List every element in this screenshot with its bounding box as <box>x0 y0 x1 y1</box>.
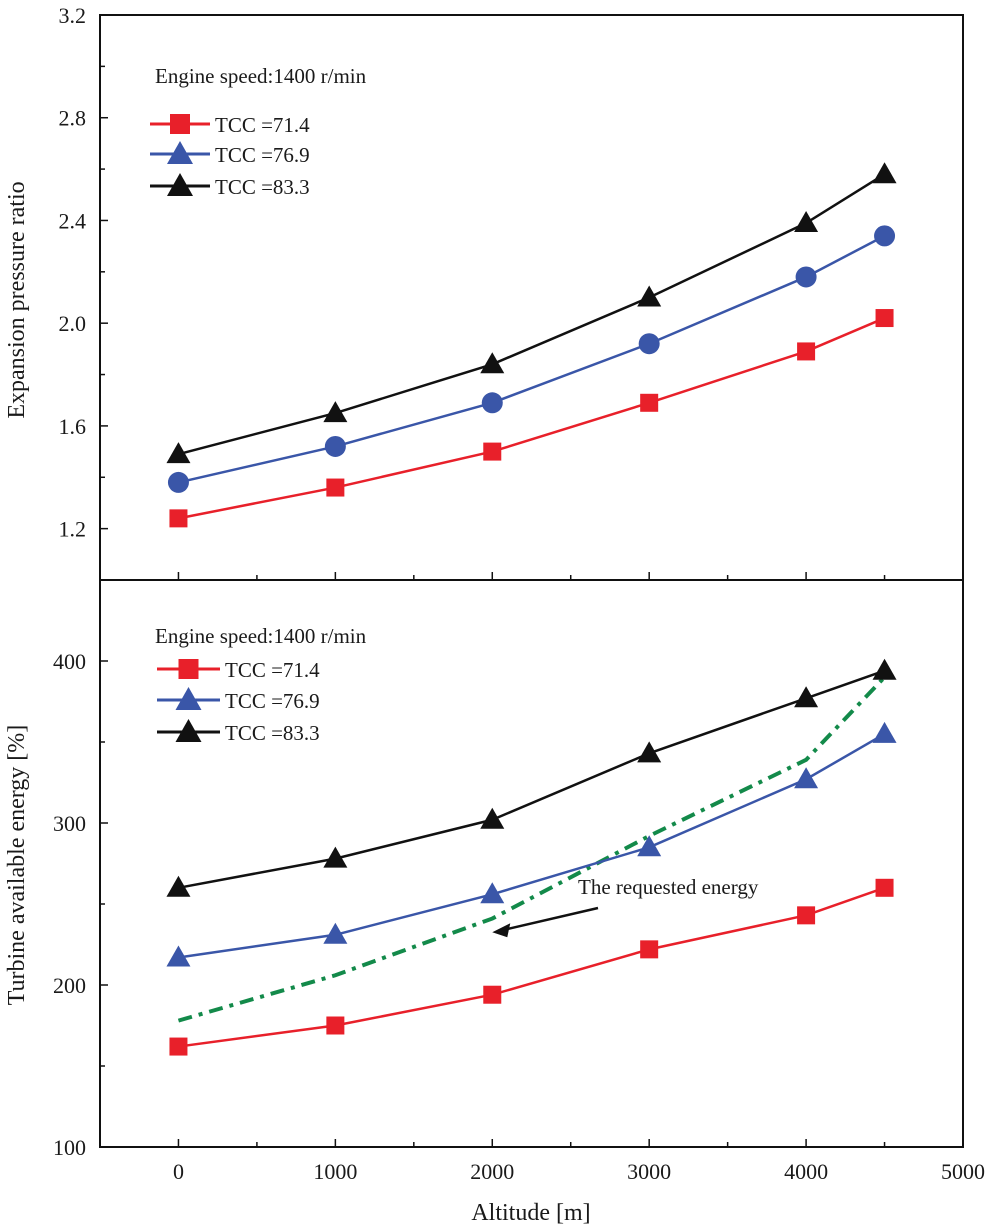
data-point-0-0-3 <box>640 393 659 412</box>
data-point-1-1-2 <box>480 882 505 904</box>
data-point-0-0-0 <box>169 509 188 528</box>
y-tick-label-1-1: 200 <box>53 973 86 998</box>
series-line-1-1 <box>178 732 886 959</box>
y-tick-label-0-4: 2.8 <box>59 106 87 131</box>
data-point-0-0-5 <box>875 309 894 328</box>
legend-label-bottom-2: TCC =83.3 <box>225 721 320 745</box>
legend-marker-0-1 <box>167 141 193 164</box>
data-point-0-1-4 <box>795 266 817 288</box>
y-tick-label-1-2: 300 <box>53 811 86 836</box>
legend-label-top-2: TCC =83.3 <box>215 175 310 199</box>
x-tick-label-4: 4000 <box>784 1159 828 1184</box>
annotation-arrow-head <box>492 923 511 938</box>
legend-label-top-0: TCC =71.4 <box>215 113 310 137</box>
x-tick-label-1: 1000 <box>313 1159 357 1184</box>
legend-marker-1-2 <box>175 719 202 742</box>
bottom-legend-title: Engine speed:1400 r/min <box>155 624 367 648</box>
data-point-0-1-3 <box>638 333 660 355</box>
y-tick-label-1-0: 100 <box>53 1135 86 1160</box>
data-point-0-0-1 <box>326 478 345 497</box>
y-tick-label-0-0: 1.2 <box>59 517 87 542</box>
data-point-1-2-4 <box>794 686 819 708</box>
data-point-1-1-1 <box>323 922 348 944</box>
data-point-1-0-2 <box>483 985 502 1004</box>
data-point-0-2-1 <box>323 401 348 423</box>
y-tick-label-0-3: 2.4 <box>59 208 87 233</box>
series-line-0-1 <box>178 234 886 484</box>
data-point-1-2-2 <box>480 807 505 829</box>
data-point-1-1-0 <box>166 945 191 967</box>
data-point-1-2-5 <box>872 658 897 680</box>
data-point-0-0-4 <box>797 342 816 361</box>
y-tick-label-1-3: 400 <box>53 649 86 674</box>
legend-label-top-1: TCC =76.9 <box>215 143 310 167</box>
annotation-text: The requested energy <box>578 875 759 899</box>
data-point-0-1-1 <box>324 435 346 457</box>
top-legend-title: Engine speed:1400 r/min <box>155 64 367 88</box>
data-point-0-0-2 <box>483 442 502 461</box>
series-line-0-0 <box>178 316 886 520</box>
data-point-1-2-1 <box>323 846 348 868</box>
data-point-1-0-5 <box>875 878 894 897</box>
data-point-1-0-3 <box>640 940 659 959</box>
data-point-1-1-5 <box>872 721 897 743</box>
data-point-1-1-4 <box>794 767 819 789</box>
legend-marker-0-2 <box>167 173 193 196</box>
x-tick-label-0: 0 <box>173 1159 184 1184</box>
data-point-0-2-2 <box>480 352 505 374</box>
legend-marker-1-0 <box>178 659 199 679</box>
data-point-0-1-0 <box>167 471 189 493</box>
y-tick-label-0-5: 3.2 <box>59 3 87 28</box>
x-axis-label: Altitude [m] <box>471 1200 590 1226</box>
bottom-y-axis-label: Turbine available energy [%] <box>4 725 30 1006</box>
series-line-1-2 <box>178 669 885 890</box>
top-y-axis-label: Expansion pressure ratio <box>4 181 30 418</box>
series-line-0-2 <box>178 173 886 456</box>
legend-marker-1-1 <box>175 687 202 710</box>
requested-energy-line <box>177 675 886 1023</box>
series-line-1-0 <box>178 886 885 1048</box>
legend-label-bottom-0: TCC =71.4 <box>225 658 320 682</box>
data-point-0-2-3 <box>637 285 662 307</box>
plot-frame-1 <box>99 579 964 1148</box>
data-point-1-0-1 <box>326 1016 345 1035</box>
y-tick-label-0-1: 1.6 <box>59 414 87 439</box>
data-point-1-2-3 <box>637 741 662 763</box>
annotation-arrow-shaft <box>501 906 599 932</box>
data-point-1-0-4 <box>797 906 816 925</box>
data-point-1-0-0 <box>169 1037 188 1056</box>
data-point-0-1-5 <box>874 225 896 247</box>
legend-label-bottom-1: TCC =76.9 <box>225 689 320 713</box>
x-tick-label-2: 2000 <box>470 1159 514 1184</box>
x-tick-label-3: 3000 <box>627 1159 671 1184</box>
data-point-1-2-0 <box>166 875 191 897</box>
data-point-0-1-2 <box>481 392 503 414</box>
legend-marker-0-0 <box>170 114 190 134</box>
data-point-0-2-4 <box>794 211 819 233</box>
plot-frame-0 <box>99 14 964 581</box>
x-tick-label-5: 5000 <box>941 1159 985 1184</box>
data-point-0-2-0 <box>166 442 191 464</box>
y-tick-label-0-2: 2.0 <box>59 311 87 336</box>
data-point-0-2-5 <box>872 162 897 184</box>
data-point-1-1-3 <box>637 835 662 857</box>
